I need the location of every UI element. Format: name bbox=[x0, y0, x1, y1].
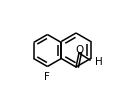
Text: O: O bbox=[76, 45, 84, 55]
Text: F: F bbox=[44, 71, 50, 82]
Text: H: H bbox=[95, 57, 103, 67]
